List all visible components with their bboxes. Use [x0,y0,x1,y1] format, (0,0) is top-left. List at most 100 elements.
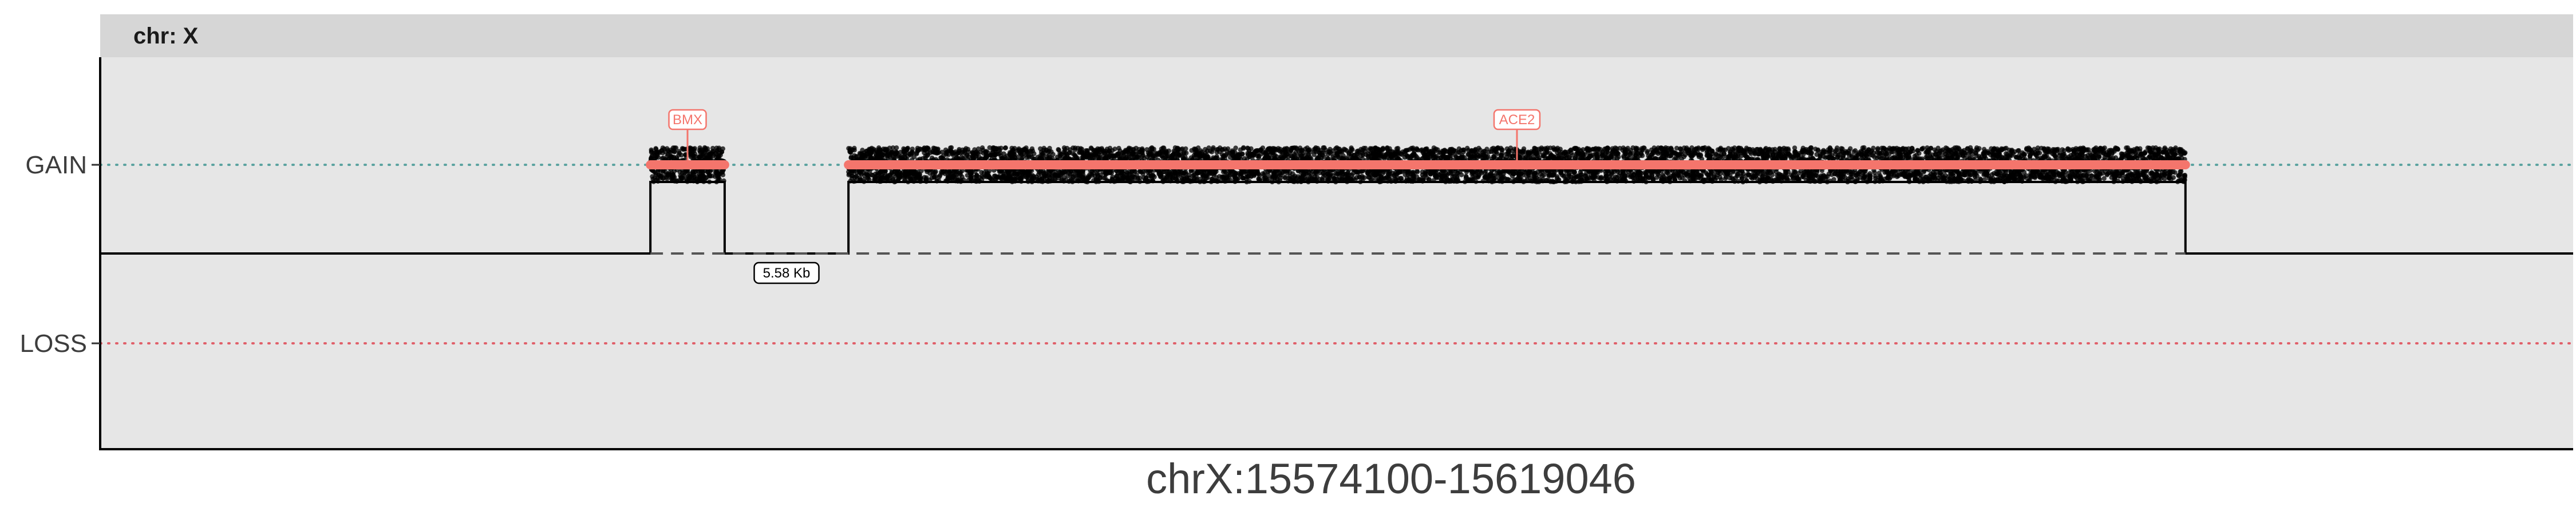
data-point [939,155,944,160]
data-point [1643,179,1649,185]
data-point [703,175,709,181]
data-point [979,173,985,179]
data-point [1145,154,1150,160]
data-point [708,173,713,179]
data-point [919,168,924,173]
data-point [1876,154,1882,160]
data-point [714,149,720,154]
data-point [1256,155,1262,160]
data-point [2021,169,2027,175]
data-point [2066,171,2072,176]
data-point [1059,177,1065,182]
data-point [1070,151,1076,156]
data-point [661,169,666,174]
data-point [1674,145,1680,151]
data-point [1973,150,1979,156]
data-point [983,149,989,154]
data-point [2027,178,2032,183]
data-point [669,171,675,176]
data-point [1541,154,1547,159]
data-point [679,176,685,181]
data-point [987,145,993,150]
data-point [2060,147,2065,152]
data-point [927,177,933,183]
data-point [716,154,721,160]
data-point [656,172,661,178]
data-point [660,150,666,156]
data-point [654,149,659,155]
data-point [671,154,677,160]
data-point [1030,173,1035,178]
data-point [1245,145,1250,150]
data-point [1821,154,1826,159]
data-point [672,149,678,154]
data-point [1217,145,1223,150]
data-point [1726,146,1731,151]
data-point [2101,176,2107,181]
data-point [2016,148,2021,153]
data-point [1198,176,1203,182]
data-point [2152,152,2158,157]
data-point [702,149,707,155]
data-point [929,155,935,161]
data-point [721,178,726,184]
data-point [661,155,666,161]
data-point [1247,179,1252,184]
data-point [937,174,942,180]
data-point [713,170,718,175]
data-point [698,147,704,152]
data-point [1919,156,1925,161]
data-point [1570,179,1575,184]
data-point [692,177,698,183]
data-point [710,145,716,151]
data-point [2002,179,2007,184]
data-point [707,179,712,184]
data-point [1349,152,1354,157]
data-point [1815,147,1821,152]
data-point [1723,176,1728,181]
data-point [1063,177,1069,183]
data-point [698,171,704,176]
data-point [1309,156,1314,161]
panel-strip [100,14,2573,57]
data-point [697,176,703,181]
data-point [716,174,721,179]
data-point [1409,145,1414,151]
data-point [2176,173,2182,179]
data-point [1305,177,1310,183]
data-point [1050,152,1056,157]
data-point [689,154,694,160]
baseline-layer [100,181,2573,255]
data-point [1084,148,1090,153]
data-point [852,148,857,153]
data-point [720,169,725,175]
data-point [698,153,704,159]
data-point [2100,171,2105,176]
data-point [1736,179,1741,184]
data-point [1819,173,1824,179]
data-point [1137,179,1143,184]
data-point [894,145,899,150]
data-point [706,155,712,160]
data-point [710,151,716,156]
data-point [682,146,688,152]
data-point [688,149,693,154]
data-point [653,146,658,151]
data-point [685,174,691,179]
data-point [2172,170,2178,175]
data-point [944,152,949,157]
data-point [690,170,696,175]
data-point [677,150,682,156]
data-point [660,145,666,150]
data-point [939,149,945,154]
data-point [702,145,708,150]
data-point [649,147,654,153]
panel-title: chr: X [133,23,199,49]
data-point [890,145,896,150]
data-point [665,146,670,151]
data-point [655,179,661,184]
data-point [963,146,969,151]
data-point [1282,175,1288,181]
data-point [692,146,698,151]
